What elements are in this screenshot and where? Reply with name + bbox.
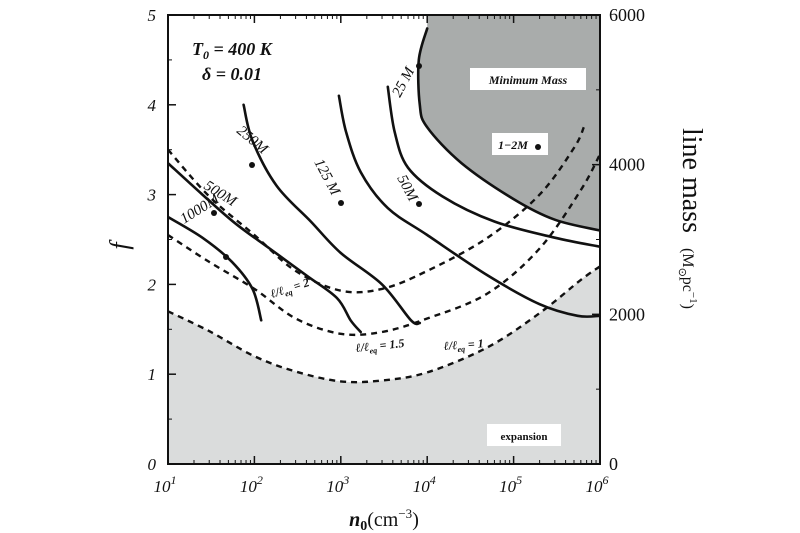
t0-sub: 0 — [203, 48, 209, 62]
y-tick-label: 3 — [147, 186, 157, 205]
x-axis-label-unitexp: −3 — [398, 506, 412, 521]
mass-curve-5 — [168, 215, 263, 322]
y2-axis-label-unit-rest: pc — [679, 277, 696, 292]
x-tick-label: 102 — [240, 473, 263, 496]
x-axis-label-close: ) — [412, 509, 419, 531]
y-tick-label: 0 — [148, 455, 157, 474]
one-two-sun-dot — [535, 144, 541, 150]
ratio-label-1-5-sub: eq — [369, 346, 377, 356]
y2-axis-label-unit-exp: −1 — [687, 292, 699, 304]
y2-tick-label: 2000 — [609, 304, 645, 324]
label-25m-dot — [416, 63, 422, 69]
y-tick-label: 2 — [148, 275, 157, 294]
minimum-mass-label: Minimum Mass — [488, 73, 568, 87]
y2-axis-label-close: ) — [679, 304, 696, 309]
ratio-label-1-prefix: ℓ/ℓ — [443, 338, 458, 353]
y-tick-label: 1 — [148, 365, 157, 384]
y2-tick-labels: 0 2000 4000 6000 — [609, 5, 645, 474]
label-250m: 250M — [233, 123, 271, 159]
x-axis-label-unit: (cm — [367, 509, 399, 531]
label-125m: 125 M — [310, 156, 343, 199]
label-125m-dot — [338, 200, 344, 206]
y-tick-label: 4 — [148, 96, 157, 115]
t0-value: = 400 K — [209, 39, 274, 59]
y2-axis-label: line mass (M⊙pc−1) — [676, 128, 707, 309]
ratio-label-1-sub: eq — [457, 345, 465, 355]
y2-tick-label: 0 — [609, 454, 618, 474]
expansion-region — [168, 266, 600, 464]
ratio-curve-1 — [168, 153, 600, 337]
t0-parameter: T0 = 400 K — [192, 39, 274, 62]
x-axis-label: n0(cm−3) — [349, 506, 419, 533]
ratio-label-2: ℓ/ℓeq = 2 — [269, 275, 312, 303]
ratio-label-1-value: = 1 — [464, 336, 484, 351]
ratio-label-1: ℓ/ℓeq = 1 — [443, 336, 484, 355]
y-axis-label: f — [105, 239, 134, 250]
expansion-label: expansion — [500, 431, 547, 443]
ratio-label-2-value: = 2 — [289, 275, 311, 294]
label-25m-text: 25 M — [389, 63, 419, 99]
label-500m-dot — [211, 210, 217, 216]
x-axis-label-sub: 0 — [360, 519, 367, 533]
x-tick-labels: 101 102 103 104 105 106 — [154, 473, 609, 496]
minimum-mass-label-box — [470, 68, 586, 90]
mass-curve-4 — [168, 161, 362, 334]
svg-text:line mass (M⊙pc−1): line mass (M⊙pc−1) — [676, 128, 707, 309]
mass-curve-3 — [242, 103, 422, 326]
y2-axis-label-main: line mass — [676, 128, 707, 233]
ratio-curve-0 — [168, 126, 585, 294]
delta-parameter: δ = 0.01 — [202, 64, 262, 84]
ratio-curves — [168, 126, 600, 384]
ratio-label-1-5-prefix: ℓ/ℓ — [355, 340, 370, 355]
mass-curve-1 — [386, 85, 600, 248]
label-1000m-dot — [223, 254, 229, 260]
y-tick-label: 5 — [148, 6, 157, 25]
label-50m-dot — [416, 201, 422, 207]
one-two-label-box — [492, 133, 548, 155]
x-tick-label: 106 — [586, 473, 609, 496]
one-two-label: 1−2M — [498, 138, 528, 152]
x-tick-label: 105 — [499, 473, 522, 496]
x-axis-label-var: n — [349, 509, 360, 531]
label-250m-text: 250M — [233, 123, 271, 159]
expansion-label-box — [487, 424, 561, 446]
ratio-label-1-5: ℓ/ℓeq = 1.5 — [355, 336, 405, 357]
x-tick-label: 104 — [413, 473, 436, 496]
ratio-label-2-sub: eq — [284, 288, 294, 299]
y-tick-labels: 0 1 2 3 4 5 — [147, 6, 157, 474]
axis-ticks — [167, 14, 601, 465]
mass-curve-2 — [337, 94, 600, 318]
label-25m: 25 M — [389, 63, 419, 99]
label-250m-dot — [249, 162, 255, 168]
y2-axis-label-unit: (M — [679, 248, 696, 268]
y2-axis-label-unit-sub: ⊙ — [676, 268, 688, 277]
y2-tick-label: 4000 — [609, 155, 645, 175]
label-125m-text: 125 M — [310, 156, 343, 199]
y2-tick-label: 6000 — [609, 5, 645, 25]
ratio-label-2-prefix: ℓ/ℓ — [269, 283, 286, 301]
t0-prefix: T — [192, 39, 204, 59]
ratio-label-1-5-value: = 1.5 — [376, 336, 405, 353]
x-tick-label: 103 — [326, 473, 349, 496]
ratio-curve-2 — [168, 265, 600, 384]
x-tick-label: 101 — [154, 473, 177, 496]
mass-curves — [168, 27, 600, 334]
